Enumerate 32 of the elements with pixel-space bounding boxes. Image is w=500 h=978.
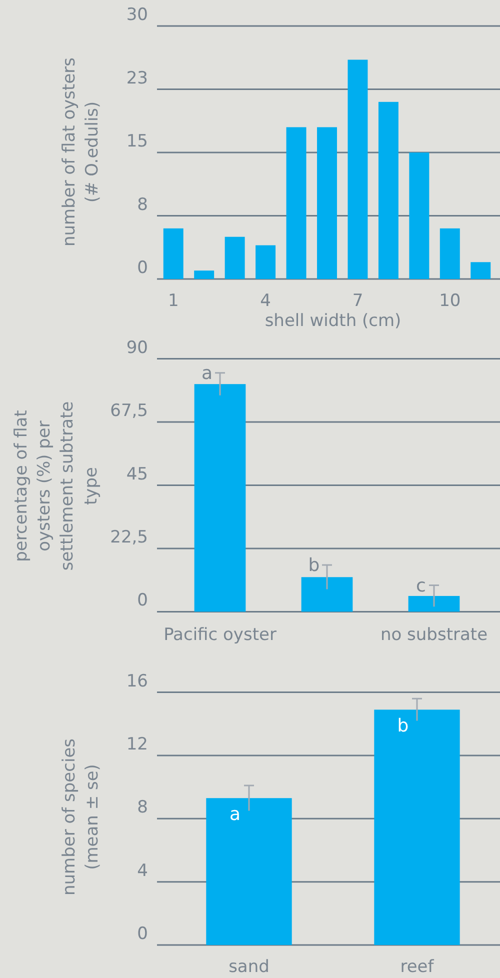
x-tick-label: sand [228, 957, 270, 977]
x-tick-label: no substrate [380, 625, 488, 645]
annotation: c [416, 575, 426, 596]
x-tick-label: 4 [260, 291, 271, 311]
x-axis-title: shell width (cm) [264, 311, 402, 331]
y-axis-title: number of flat oysters (# O.edulis) [60, 57, 103, 247]
y-tick-label: 8 [137, 798, 148, 818]
y-tick-label: 67,5 [110, 401, 148, 422]
y-tick-label: 45 [126, 464, 148, 484]
x-tick-label: 1 [168, 291, 179, 311]
y-tick-label: 30 [126, 5, 148, 25]
y-tick-label: 0 [137, 590, 148, 611]
annotation: a [201, 362, 213, 384]
x-tick-label: 7 [352, 291, 364, 311]
x-tick-label: 10 [439, 291, 461, 311]
y-tick-label: 90 [126, 338, 148, 358]
annotation: a [229, 804, 241, 826]
annotation: b [308, 555, 320, 576]
y-tick-label: 16 [126, 671, 148, 692]
y-tick-label: 12 [126, 734, 148, 754]
y-tick-label: 23 [126, 68, 148, 88]
y-tick-label: 0 [137, 258, 148, 278]
y-tick-label: 8 [137, 194, 148, 215]
x-tick-label: Pacific oyster [164, 625, 276, 645]
y-tick-label: 22,5 [110, 527, 148, 548]
y-axis-title: number of species (mean ± se) [60, 738, 103, 896]
y-axis-title: percentage of flat oysters (%) per settlement subtrate type [12, 401, 102, 571]
annotation: b [397, 716, 409, 737]
y-tick-label: 4 [137, 860, 148, 881]
x-tick-label: reef [400, 957, 435, 977]
y-tick-label: 15 [126, 132, 148, 152]
y-tick-label: 0 [137, 924, 148, 944]
